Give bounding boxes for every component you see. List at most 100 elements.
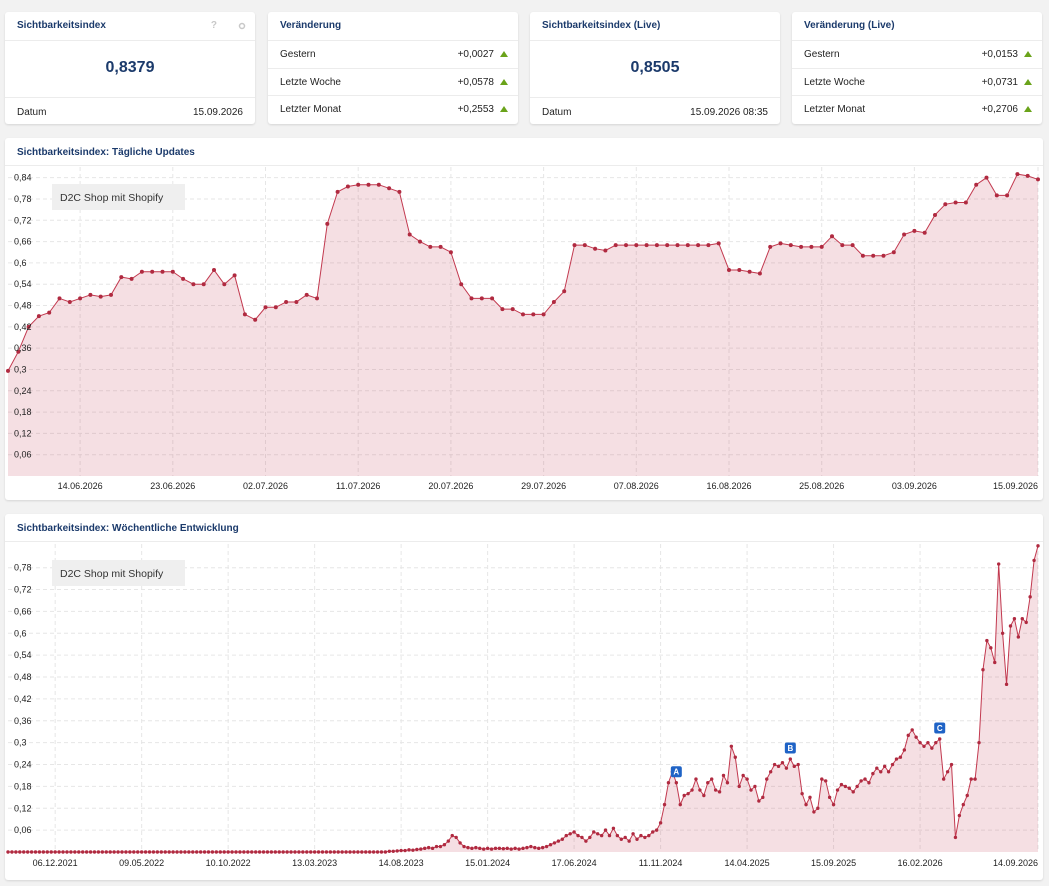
data-point <box>391 849 395 853</box>
footer-value: 15.09.2026 08:35 <box>690 107 768 118</box>
data-point <box>212 268 216 272</box>
data-point <box>977 740 981 745</box>
y-tick-label: 0,48 <box>14 301 32 311</box>
data-point <box>792 764 796 769</box>
data-point <box>419 847 423 851</box>
x-tick-label: 03.09.2026 <box>892 481 937 491</box>
data-point <box>285 850 289 854</box>
data-point <box>67 299 72 304</box>
y-tick-label: 0,78 <box>14 563 32 573</box>
data-point <box>922 744 926 748</box>
data-point <box>315 296 319 301</box>
up-triangle <box>1024 79 1032 85</box>
data-point <box>360 850 364 854</box>
data-point <box>454 835 458 840</box>
data-point <box>195 850 199 854</box>
data-point <box>949 762 954 767</box>
settings-icon[interactable] <box>238 22 246 30</box>
data-point <box>1036 177 1040 182</box>
data-point <box>246 850 250 854</box>
data-point <box>675 243 680 248</box>
data-point <box>541 312 546 317</box>
data-point <box>387 186 392 191</box>
data-point <box>890 762 895 767</box>
data-point <box>733 755 737 759</box>
data-point <box>493 846 498 851</box>
data-point <box>45 850 50 854</box>
data-point <box>198 850 203 854</box>
row-label: Letzte Woche <box>280 77 341 88</box>
up-triangle <box>500 106 508 112</box>
data-point <box>151 850 156 854</box>
up-triangle <box>1024 106 1032 112</box>
x-tick-label: 14.04.2025 <box>725 858 770 868</box>
card-footer: Datum 15.09.2026 <box>5 97 255 124</box>
data-point <box>509 847 513 851</box>
data-point <box>277 850 281 854</box>
data-point <box>717 790 722 794</box>
footer-label: Datum <box>17 107 47 118</box>
x-tick-label: 02.07.2026 <box>243 481 288 491</box>
data-point <box>49 850 53 854</box>
data-point <box>98 294 103 299</box>
x-tick-label: 17.06.2024 <box>552 858 597 868</box>
chart: Sichtbarkeitsindex: Wöchentliche Entwick… <box>5 523 1043 868</box>
data-point <box>448 250 453 255</box>
data-point <box>843 784 848 789</box>
data-point <box>757 271 762 276</box>
data-point <box>124 850 128 854</box>
data-point <box>261 850 266 854</box>
data-point <box>426 845 431 850</box>
data-point <box>855 784 859 789</box>
data-point <box>658 821 663 825</box>
data-point <box>902 232 907 237</box>
data-point <box>26 324 31 329</box>
data-point <box>466 845 470 850</box>
data-point <box>273 305 278 310</box>
gear-shape <box>238 22 246 30</box>
data-point <box>654 828 659 832</box>
up-triangle <box>500 79 508 85</box>
data-point <box>470 846 474 851</box>
data-point <box>510 307 515 312</box>
data-point <box>423 846 427 851</box>
data-point <box>850 243 855 248</box>
x-tick-label: 29.07.2026 <box>521 481 566 491</box>
data-point <box>242 312 247 317</box>
data-point <box>481 847 486 851</box>
footer-value: 15.09.2026 <box>192 107 243 118</box>
data-point <box>36 314 41 319</box>
y-tick-label: 0,24 <box>14 386 32 396</box>
data-point <box>839 782 844 787</box>
y-tick-label: 0,78 <box>14 194 32 204</box>
data-point <box>981 668 985 672</box>
data-point <box>894 757 899 761</box>
data-point <box>737 268 742 272</box>
data-point <box>170 269 175 274</box>
data-point <box>607 833 612 838</box>
y-tick-label: 0,6 <box>14 258 27 268</box>
data-point <box>713 788 718 792</box>
data-point <box>403 848 407 853</box>
data-point <box>860 253 865 258</box>
data-point <box>761 795 765 800</box>
up-triangle <box>1024 51 1032 57</box>
data-point <box>725 781 730 785</box>
data-point <box>1000 631 1005 636</box>
data-point <box>309 850 313 854</box>
data-point <box>399 848 403 853</box>
data-point <box>568 832 572 836</box>
data-point <box>953 200 958 205</box>
data-point <box>551 299 556 304</box>
data-point <box>175 850 179 854</box>
data-point <box>16 349 21 354</box>
data-point <box>690 788 694 792</box>
data-point <box>721 773 726 778</box>
data-point <box>116 850 120 854</box>
data-point <box>485 846 490 851</box>
data-point <box>1024 620 1028 625</box>
data-point <box>73 850 77 854</box>
data-point <box>304 292 309 297</box>
data-point <box>415 847 419 852</box>
data-point <box>411 848 415 852</box>
